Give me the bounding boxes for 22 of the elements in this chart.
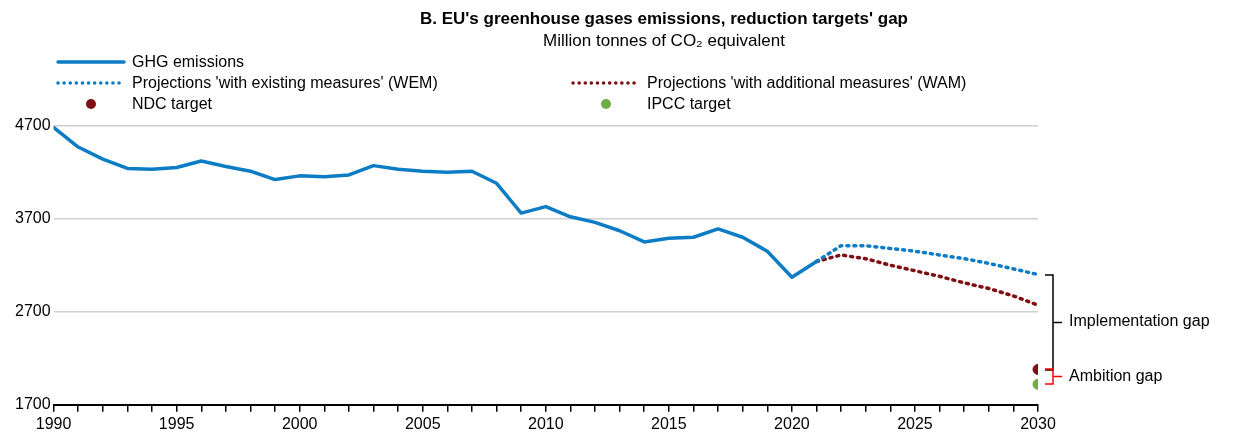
y-tick-label: 4700 (15, 116, 51, 134)
x-tick-label: 1990 (35, 414, 72, 432)
x-tick-label: 2030 (1020, 414, 1056, 432)
chart-title: B. EU's greenhouse gases emissions, reduction targets' gap (419, 8, 909, 30)
x-tick-label: 2020 (774, 414, 810, 432)
x-tick-label: 2025 (897, 414, 933, 432)
x-tick-label: 2010 (528, 414, 564, 432)
y-tick-label: 1700 (15, 395, 51, 413)
text: Implementation gap (1069, 312, 1210, 330)
x-tick-label: 2000 (281, 414, 318, 432)
x-tick-label: 2015 (651, 414, 687, 432)
y-tick-label: 3700 (15, 209, 51, 227)
legend-label: GHG emissions (132, 52, 245, 71)
x-tick-label: 2005 (404, 414, 441, 432)
y-tick-label: 2700 (15, 302, 51, 320)
chart-subtitle: Million tonnes of CO₂ equivalent (542, 30, 786, 52)
text: Ambition gap (1069, 367, 1163, 385)
legend-label: NDC target (132, 94, 213, 113)
legend-label: Projections 'with existing measures' (WEM) (132, 73, 438, 92)
legend-label: Projections 'with additional measures' (WAM) (647, 73, 967, 92)
legend-label: IPCC target (647, 94, 731, 113)
x-tick-label: 1995 (158, 414, 195, 432)
